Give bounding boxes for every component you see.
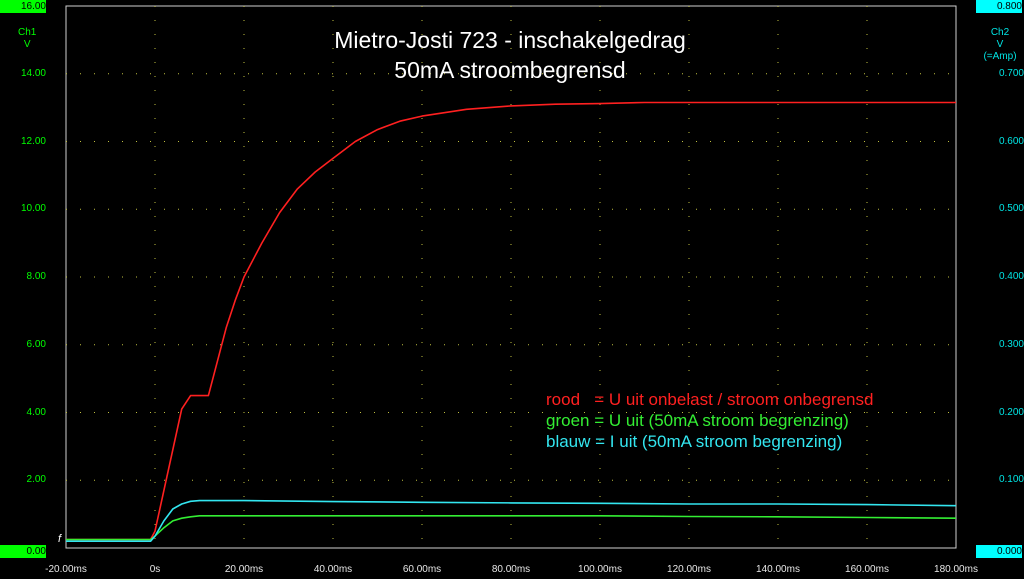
y-tick-label-right: 0.100	[998, 474, 1024, 486]
x-tick-label: 180.00ms	[934, 564, 978, 575]
series-line-rood	[66, 101, 956, 541]
y-tick-label-left: 6.00	[26, 338, 46, 350]
legend-blauw: blauw = I uit (50mA stroom begrenzing)	[546, 432, 843, 451]
ch2-note: (=Amp)	[983, 51, 1017, 62]
x-tick-label: 20.00ms	[224, 564, 264, 575]
x-tick-label: 100.00ms	[578, 564, 622, 575]
y-tick-label-right: 0.600	[998, 135, 1024, 147]
y-tick-label-left: 4.00	[26, 406, 46, 418]
x-tick-label: 0s	[149, 564, 161, 575]
y-tick-label-right: 0.500	[998, 203, 1024, 215]
chart-subtitle: 50mA stroombegrensd	[394, 57, 626, 83]
ch1-name: Ch1	[18, 27, 37, 38]
ch2-bottom-value: 0.000	[976, 545, 1022, 558]
y-tick-label-left: 2.00	[26, 474, 46, 486]
x-tick-label: 120.00ms	[667, 564, 711, 575]
x-tick-label: -20.00ms	[45, 564, 87, 575]
x-tick-label: 60.00ms	[402, 564, 442, 575]
legend-groen: groen = U uit (50mA stroom begrenzing)	[546, 411, 849, 430]
ch1-unit: V	[23, 39, 31, 50]
y-tick-label-left: 12.00	[20, 135, 46, 147]
ch2-label: Ch2 V (=Amp)	[976, 27, 1024, 63]
x-tick-label: 140.00ms	[756, 564, 800, 575]
y-tick-label-left: 14.00	[20, 67, 46, 79]
y-tick-label-right: 0.300	[998, 338, 1024, 350]
x-tick-label: 40.00ms	[313, 564, 353, 575]
y-tick-label-left: 10.00	[20, 203, 46, 215]
ch1-label: Ch1 V	[18, 27, 36, 51]
ch1-bottom-value: 0.00	[0, 545, 46, 558]
ch2-unit: V	[996, 39, 1004, 50]
y-tick-label-right: 0.200	[998, 406, 1024, 418]
series-line-groen	[66, 514, 957, 541]
y-tick-label-right: 0.700	[998, 67, 1024, 79]
trigger-marker: f	[58, 533, 62, 545]
x-tick-label: 80.00ms	[491, 564, 531, 575]
legend-rood: rood = U uit onbelast / stroom onbegrens…	[546, 390, 874, 409]
chart-title: Mietro-Josti 723 - inschakelgedrag	[334, 27, 686, 53]
y-tick-label-right: 0.400	[998, 271, 1024, 282]
x-tick-label: 160.00ms	[845, 564, 889, 575]
ch1-top-value: 16.00	[0, 0, 46, 13]
y-tick-label-left: 8.00	[26, 271, 46, 282]
ch2-top-value: 0.800	[976, 0, 1022, 13]
series-line-blauw	[66, 499, 957, 543]
ch2-name: Ch2	[990, 27, 1010, 38]
